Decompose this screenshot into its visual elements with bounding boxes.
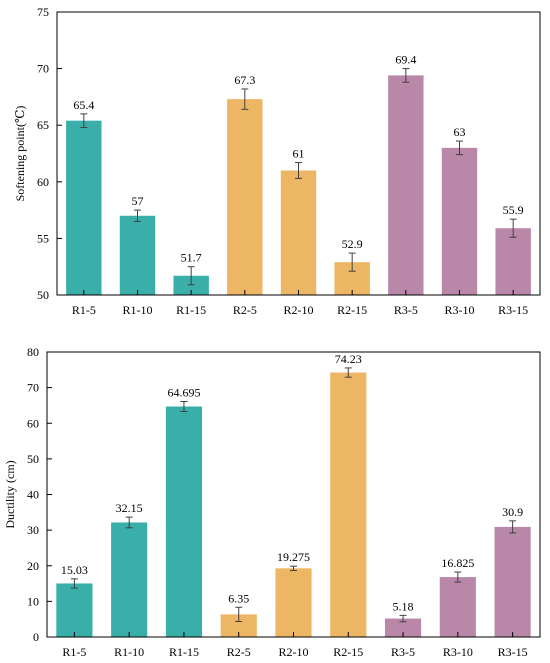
chart-0-x-tick-label-r2-10: R2-10 — [284, 303, 314, 317]
chart-1-data-label-r2-15: 74.23 — [335, 352, 362, 366]
chart-0-data-label-r2-15: 52.9 — [342, 237, 363, 251]
chart-1-error-bar-r3-10 — [454, 571, 462, 583]
ductility-chart: 15.03 R1-5 32.15 R1-10 64.695 R1-15 6.35 R2-5 19… — [3, 345, 541, 659]
chart-1-error-bar-r1-5 — [70, 578, 78, 589]
chart-0-x-tick-label-r1-10: R1-10 — [123, 303, 153, 317]
chart-0-x-tick-label-r3-5: R3-5 — [394, 303, 418, 317]
chart-1-bar-r1-5 — [56, 583, 93, 637]
chart-0-y-tick-label-60: 60 — [37, 175, 49, 189]
chart-1-x-tick-label-r1-15: R1-15 — [169, 645, 199, 659]
chart-0-x-tick-label-r1-15: R1-15 — [176, 303, 206, 317]
chart-0-x-tick-label-r1-5: R1-5 — [72, 303, 96, 317]
chart-0-bar-r3-15 — [495, 228, 531, 295]
chart-0-data-label-r1-5: 65.4 — [73, 98, 94, 112]
chart-1-bar-r2-5 — [220, 614, 257, 637]
chart-0-error-bar-r3-10 — [456, 140, 463, 156]
chart-1-data-label-r3-15: 30.9 — [502, 505, 523, 519]
chart-0-plot-frame — [56, 11, 541, 296]
chart-1-error-bar-r1-15 — [180, 401, 188, 413]
chart-0-error-bar-r1-15 — [187, 266, 195, 286]
chart-1-bar-r2-15 — [330, 372, 367, 637]
chart-0-bar-r1-5 — [66, 120, 102, 295]
chart-1-y-axis-title: Ductility (cm) — [3, 460, 17, 528]
chart-0-bar-r1-10 — [119, 215, 156, 295]
chart-1-x-tick-label-r1-5: R1-5 — [62, 645, 86, 659]
chart-0-error-bar-r2-15 — [348, 252, 356, 272]
chart-0-error-bar-r2-10 — [295, 162, 302, 179]
chart-0-x-tick-label-r3-15: R3-15 — [498, 303, 528, 317]
chart-1-error-bar-r3-15 — [509, 520, 517, 534]
chart-0-x-tick-label-r2-5: R2-5 — [233, 303, 257, 317]
chart-0-data-label-r3-10: 63 — [454, 125, 466, 139]
chart-0-error-bar-r1-5 — [80, 113, 88, 128]
chart-1-x-tick-label-r3-15: R3-15 — [498, 645, 528, 659]
chart-1-error-bar-r2-10 — [290, 565, 297, 571]
chart-0-y-tick-label-50: 50 — [37, 288, 49, 302]
chart-1-error-bar-r2-15 — [344, 367, 352, 378]
chart-1-y-tick-label-80: 80 — [27, 345, 39, 359]
chart-0-data-label-r1-15: 51.7 — [181, 251, 202, 265]
chart-0-y-tick-label-70: 70 — [37, 62, 49, 76]
chart-1-error-bar-r1-10 — [125, 516, 133, 529]
chart-1-bar-r3-15 — [494, 526, 531, 637]
chart-0-error-bar-r3-15 — [509, 218, 517, 238]
chart-0-bar-r2-5 — [227, 99, 263, 295]
chart-0-data-label-r3-5: 69.4 — [395, 53, 416, 67]
chart-0-y-axis-title: Softening point(℃) — [13, 106, 27, 202]
chart-0-y-tick-label-75: 75 — [37, 5, 49, 19]
chart-1-y-tick-label-0: 0 — [33, 630, 39, 644]
chart-0-data-label-r2-10: 61 — [293, 147, 305, 161]
chart-1-y-tick-label-30: 30 — [27, 523, 39, 537]
chart-1-y-tick-label-20: 20 — [27, 559, 39, 573]
chart-1-bar-r2-10 — [275, 568, 312, 637]
chart-1-error-bar-r3-5 — [399, 614, 407, 623]
chart-1-y-tick-label-40: 40 — [27, 488, 39, 502]
chart-0-bar-r1-15 — [173, 275, 209, 295]
chart-0-data-label-r1-10: 57 — [132, 194, 144, 208]
chart-1-data-label-r1-5: 15.03 — [61, 563, 88, 577]
chart-1-data-label-r3-10: 16.825 — [441, 556, 474, 570]
chart-0-y-tick-label-65: 65 — [37, 118, 49, 132]
chart-0-data-label-r2-5: 67.3 — [234, 73, 255, 87]
chart-1-y-tick-label-10: 10 — [27, 594, 39, 608]
chart-1-x-tick-label-r2-5: R2-5 — [227, 645, 251, 659]
chart-1-plot-frame — [46, 351, 541, 638]
chart-1-data-label-r1-10: 32.15 — [116, 501, 143, 515]
chart-1-data-label-r3-5: 5.18 — [393, 599, 414, 613]
chart-1-x-tick-label-r1-10: R1-10 — [114, 645, 144, 659]
chart-0-x-tick-label-r3-10: R3-10 — [445, 303, 475, 317]
chart-0-error-bar-r1-10 — [134, 209, 141, 222]
chart-0-error-bar-r2-5 — [241, 88, 249, 110]
chart-1-y-tick-label-60: 60 — [27, 416, 39, 430]
chart-1-bar-r3-10 — [439, 577, 476, 637]
chart-0-y-tick-label-55: 55 — [37, 231, 49, 245]
chart-1-x-tick-label-r3-5: R3-5 — [391, 645, 415, 659]
chart-1-x-tick-label-r2-10: R2-10 — [279, 645, 309, 659]
chart-1-error-bar-r2-5 — [235, 606, 243, 623]
chart-0-x-tick-label-r2-15: R2-15 — [337, 303, 367, 317]
chart-1-bar-r1-15 — [165, 406, 203, 637]
chart-1-x-tick-label-r2-15: R2-15 — [333, 645, 363, 659]
chart-0-bar-r2-10 — [280, 170, 317, 295]
chart-1-y-tick-label-50: 50 — [27, 452, 39, 466]
chart-1-data-label-r1-15: 64.695 — [167, 386, 200, 400]
chart-1-data-label-r2-5: 6.35 — [228, 591, 249, 605]
chart-1-x-tick-label-r3-10: R3-10 — [443, 645, 473, 659]
chart-1-bar-r3-5 — [384, 618, 422, 637]
chart-0-bar-r3-5 — [388, 75, 424, 295]
chart-1-bar-r1-10 — [111, 522, 148, 637]
chart-1-y-tick-label-70: 70 — [27, 381, 39, 395]
chart-0-bar-r3-10 — [441, 147, 478, 295]
chart-1-data-label-r2-10: 19.275 — [277, 550, 310, 564]
chart-0-data-label-r3-15: 55.9 — [503, 203, 524, 217]
chart-0-error-bar-r3-5 — [402, 68, 410, 83]
softening-point-chart: 65.4 R1-5 57 R1-10 51.7 R1-15 67.3 R2-5 61 R2-10 5… — [13, 5, 541, 317]
